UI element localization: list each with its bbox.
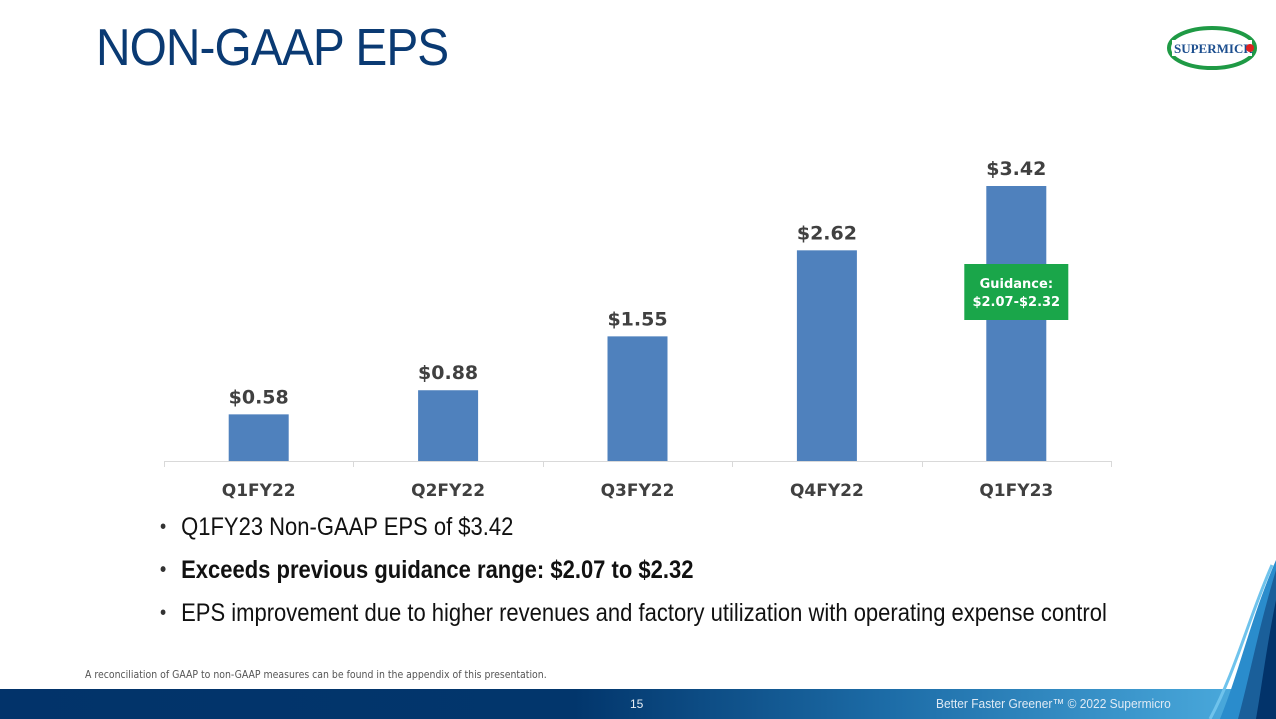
page-number: 15 xyxy=(630,697,644,711)
guidance-text: Guidance: xyxy=(980,277,1053,292)
bar-q4fy22 xyxy=(796,250,857,461)
bullet-icon: • xyxy=(160,516,167,538)
slide-title: NON-GAAP EPS xyxy=(96,19,449,77)
guidance-text: $2.07-$2.32 xyxy=(972,295,1060,310)
logo-dot-icon xyxy=(1246,44,1254,52)
footer-bar xyxy=(0,689,1276,719)
bullet-item: • EPS improvement due to higher revenues … xyxy=(160,598,1107,641)
x-tick-label: Q3FY22 xyxy=(601,481,675,501)
bullet-text: EPS improvement due to higher revenues a… xyxy=(181,599,1107,627)
bar-q1fy23 xyxy=(986,186,1047,461)
supermicro-logo: SUPERMICR xyxy=(1167,26,1257,70)
data-label: $1.55 xyxy=(607,308,667,330)
data-label: $2.62 xyxy=(797,222,857,244)
data-label: $0.58 xyxy=(229,386,289,408)
footnote: A reconciliation of GAAP to non-GAAP mea… xyxy=(85,668,547,681)
bullet-list: • Q1FY23 Non-GAAP EPS of $3.42 • Exceeds p… xyxy=(160,512,1236,641)
bar-q2fy22 xyxy=(418,390,479,461)
footer-swoosh-icon xyxy=(1208,560,1276,719)
bullet-text: Q1FY23 Non-GAAP EPS of $3.42 xyxy=(181,513,514,541)
x-tick-label: Q1FY23 xyxy=(979,481,1053,501)
logo-swoosh-icon xyxy=(1167,26,1257,70)
bar-q1fy22 xyxy=(228,414,289,461)
logo-text: SUPERMICR xyxy=(1174,41,1253,56)
bullet-text: Exceeds previous guidance range: $2.07 t… xyxy=(181,556,694,584)
data-label: $3.42 xyxy=(986,158,1046,180)
bullet-icon: • xyxy=(160,602,167,624)
x-tick-label: Q2FY22 xyxy=(411,481,485,501)
bullet-item: • Q1FY23 Non-GAAP EPS of $3.42 xyxy=(160,512,1107,555)
guidance-callout xyxy=(964,264,1069,320)
bar-q3fy22 xyxy=(607,336,668,461)
bullet-item: • Exceeds previous guidance range: $2.07 … xyxy=(160,555,1107,598)
data-label: $0.88 xyxy=(418,362,478,384)
eps-bar-chart: $0.58 Q1FY22 $0.88 Q2FY22 $1.55 Q3FY22 $2.62 Q4… xyxy=(164,158,1112,501)
x-tick-label: Q4FY22 xyxy=(790,481,864,501)
x-tick-label: Q1FY22 xyxy=(222,481,296,501)
footer-tagline: Better Faster Greener™ © 2022 Supermicro xyxy=(936,696,1171,711)
bullet-icon: • xyxy=(160,559,167,581)
